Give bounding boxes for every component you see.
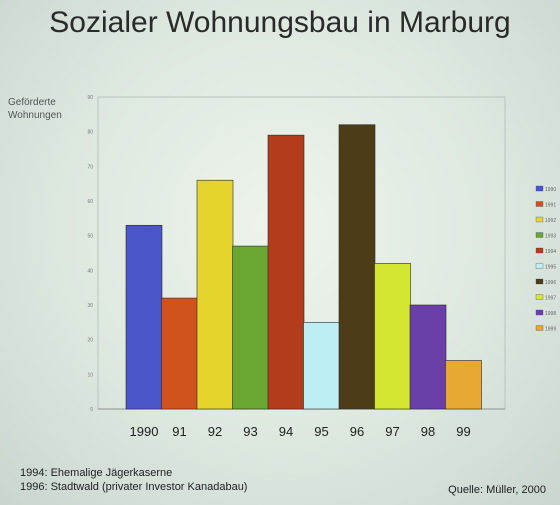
bar-93: [232, 245, 269, 410]
x-tick-label: 94: [279, 424, 293, 439]
y-tick-label: 90: [87, 95, 93, 101]
footnote-1994: 1994: Ehemalige Jägerkaserne: [20, 467, 173, 479]
x-tick-label: 96: [350, 424, 364, 439]
chart-title: Sozialer Wohnungsbau in Marburg: [49, 6, 511, 39]
y-tick-label: 80: [87, 130, 93, 136]
x-tick-label: 98: [421, 424, 435, 439]
bar-1990: [125, 224, 163, 410]
footnotes: 1994: Ehemalige Jägerkaserne 1996: Stadt…: [20, 466, 247, 494]
legend-swatch-1999: [535, 325, 544, 331]
legend-label-1994: 1994: [545, 249, 556, 255]
bar-92: [196, 179, 234, 410]
x-tick-label: 95: [314, 424, 328, 439]
legend-label-1995: 1995: [545, 265, 556, 271]
footnote-1996: 1996: Stadtwald (privater Investor Kanad…: [20, 481, 248, 493]
legend-swatch-1991: [535, 201, 544, 207]
legend-swatch-1990: [535, 185, 544, 192]
bar-98: [409, 304, 447, 410]
y-tick-label: 70: [87, 164, 93, 170]
x-tick-label: 99: [456, 424, 470, 439]
x-tick-label: 93: [243, 424, 257, 439]
legend-label-1991: 1991: [545, 203, 556, 209]
legend-swatch-1992: [535, 216, 544, 223]
y-tick-label: 10: [87, 372, 93, 378]
bar-99: [445, 360, 482, 410]
legend-label-1993: 1993: [545, 234, 556, 240]
legend-label-1992: 1992: [545, 218, 556, 224]
legend-label-1998: 1998: [545, 311, 556, 317]
legend-swatch-1998: [535, 309, 544, 316]
x-tick-label: 91: [172, 424, 186, 439]
legend-label-1999: 1999: [545, 327, 556, 333]
x-tick-label: 1990: [130, 424, 159, 439]
y-tick-label: 60: [87, 199, 93, 205]
legend-swatch-1997: [535, 294, 544, 300]
y-tick-label: 0: [90, 407, 93, 413]
source-note: Quelle: Müller, 2000: [448, 484, 546, 496]
bar-97: [374, 263, 411, 410]
legend-label-1997: 1997: [545, 296, 556, 302]
legend-swatch-1993: [535, 232, 544, 238]
bar-95: [303, 322, 340, 410]
y-tick-label: 30: [87, 303, 93, 309]
legend-swatch-1995: [535, 263, 544, 269]
y-tick-label: 20: [87, 338, 93, 344]
legend-label-1990: 1990: [545, 187, 556, 193]
legend-swatch-1994: [535, 247, 544, 254]
bar-91: [161, 297, 198, 410]
legend-swatch-1996: [535, 278, 544, 285]
y-tick-label: 40: [87, 268, 93, 274]
x-tick-label: 92: [208, 424, 222, 439]
y-tick-label: 50: [87, 234, 93, 240]
y-axis-label: Geförderte Wohnungen: [8, 97, 62, 121]
x-tick-label: 97: [385, 424, 399, 439]
legend-label-1996: 1996: [545, 280, 556, 286]
bar-96: [338, 124, 376, 410]
bar-94: [267, 134, 305, 410]
